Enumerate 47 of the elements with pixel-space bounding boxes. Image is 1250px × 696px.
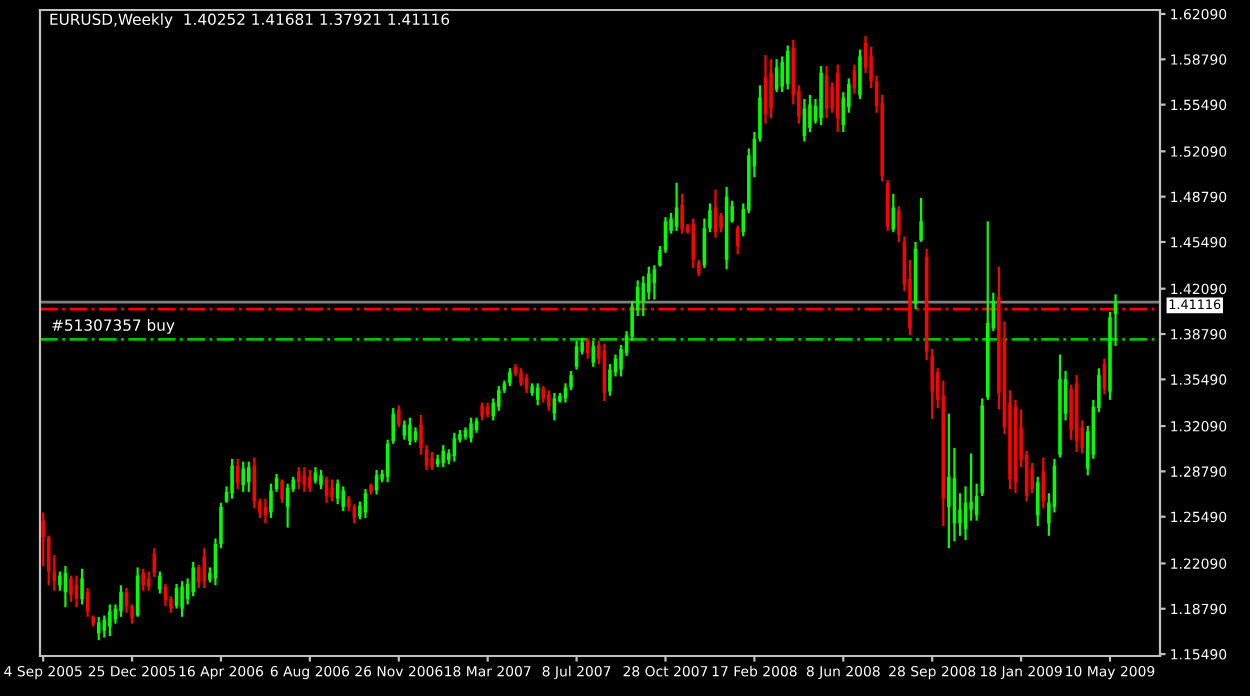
candlestick	[280, 478, 284, 504]
candlestick	[108, 603, 112, 638]
candlestick	[158, 570, 162, 595]
candlestick	[858, 48, 862, 101]
candlestick	[1058, 353, 1062, 459]
candlestick	[319, 468, 323, 491]
candlestick	[919, 196, 923, 243]
candlestick	[885, 178, 890, 232]
candlestick	[369, 482, 373, 496]
candlestick	[296, 466, 301, 491]
candlestick	[241, 460, 245, 493]
candlestick	[769, 58, 773, 120]
candlestick	[835, 63, 840, 134]
candlestick	[269, 482, 273, 520]
candlestick	[191, 560, 195, 598]
candlestick	[308, 468, 312, 493]
candlestick	[246, 460, 251, 493]
candlestick	[785, 44, 790, 91]
candlestick	[819, 64, 823, 127]
candlestick	[947, 412, 951, 550]
candlestick	[508, 367, 512, 388]
candlestick	[180, 580, 184, 618]
candlestick	[441, 444, 446, 469]
candlestick	[808, 93, 812, 134]
candlestick	[341, 485, 345, 513]
candlestick	[330, 478, 334, 503]
candlestick	[408, 416, 412, 447]
candlestick	[469, 416, 473, 444]
candlestick	[719, 211, 723, 234]
candlestick	[680, 192, 684, 235]
candlestick	[735, 224, 740, 256]
candlestick	[1069, 383, 1073, 441]
candlestick	[547, 389, 551, 412]
candlestick	[641, 275, 646, 318]
candlestick	[497, 384, 501, 412]
candlestick	[69, 574, 73, 603]
candlestick	[1030, 461, 1034, 495]
candlestick	[141, 567, 145, 592]
candlestick	[230, 457, 234, 500]
candlestick	[591, 339, 596, 368]
candlestick	[1035, 475, 1040, 528]
candlestick	[691, 217, 696, 270]
candlestick	[519, 367, 523, 388]
candlestick	[80, 567, 84, 606]
candlestick	[397, 404, 401, 429]
candlestick	[119, 584, 123, 618]
candlestick	[96, 615, 101, 642]
